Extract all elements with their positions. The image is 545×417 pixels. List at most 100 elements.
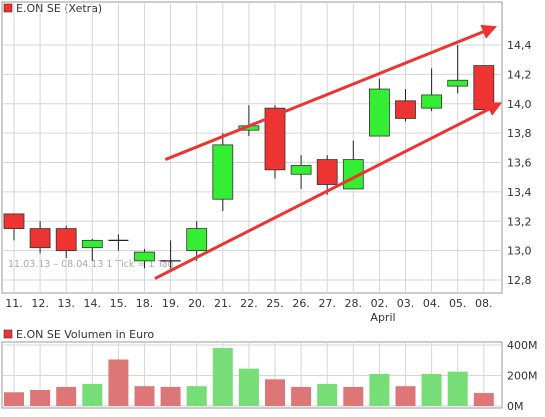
x-tick-label: 22. [240, 297, 258, 310]
volume-bar-up [186, 386, 207, 406]
candle-body-up [81, 239, 103, 249]
candle [29, 221, 51, 254]
candle [212, 133, 234, 211]
candle [290, 155, 312, 189]
x-tick-label: 26. [292, 297, 310, 310]
candle [395, 89, 416, 122]
volume-bar-series [4, 348, 494, 406]
volume-legend-swatch [3, 329, 13, 339]
candle-body-down [264, 107, 286, 171]
candle [134, 249, 155, 269]
volume-bar-up [238, 368, 259, 406]
x-tick-label: 11. [5, 297, 23, 310]
volume-bar-down [265, 379, 285, 406]
volume-y-tick-label: 200M [507, 370, 538, 383]
candle [447, 45, 469, 94]
x-tick-label: 04. [423, 297, 441, 310]
price-chart-title: E.ON SE (Xetra) [16, 2, 102, 15]
volume-bar-up [82, 383, 103, 406]
volume-bar-down [160, 386, 181, 406]
trend-arrow [164, 24, 498, 161]
volume-bar-down [108, 359, 129, 406]
candle [421, 68, 443, 112]
volume-bar-down [473, 393, 494, 406]
price-chart-subtitle: 11.03.13 – 08.04.13 1 Tick = 1 Tag [8, 259, 174, 270]
x-tick-label: 25. [266, 297, 284, 310]
candle [264, 105, 286, 179]
candle [473, 65, 495, 111]
candle-body-up [447, 79, 469, 87]
x-tick-label: 02. [371, 297, 389, 310]
candle [186, 221, 208, 261]
trend-arrow [154, 102, 503, 280]
candle-body-down [29, 228, 51, 249]
x-tick-label: 27. [318, 297, 336, 310]
x-tick-label: 18. [136, 297, 154, 310]
volume-panel: E.ON SE Volumen in Euro 0M 200M 400M [1, 328, 538, 413]
candle [160, 240, 181, 269]
x-tick-label: 12. [31, 297, 49, 310]
candle [108, 234, 129, 251]
candle-body-up [421, 94, 443, 109]
price-y-axis: 12,8 13,0 13,2 13,4 13,6 13,8 14,0 14,2 14,4 [507, 39, 532, 287]
price-y-tick-label: 14,0 [507, 98, 532, 111]
x-tick-label: 15. [110, 297, 128, 310]
price-panel-frame [1, 1, 503, 294]
price-y-tick-label: 13,4 [507, 186, 532, 199]
volume-bar-down [291, 386, 312, 406]
volume-y-tick-label: 400M [507, 339, 538, 352]
x-tick-label: 28. [345, 297, 363, 310]
volume-legend: E.ON SE Volumen in Euro [3, 328, 154, 341]
volume-bar-down [395, 386, 416, 406]
x-tick-label: 19. [162, 297, 180, 310]
price-y-tick-label: 13,8 [507, 127, 532, 140]
price-y-tick-label: 14,4 [507, 39, 532, 52]
candle-body-up [134, 251, 155, 262]
x-tick-label: 14. [84, 297, 102, 310]
x-tick-label: 20. [188, 297, 206, 310]
candle [81, 238, 103, 261]
volume-bar-down [343, 386, 364, 406]
candlestick-series [3, 45, 495, 269]
volume-chart-title: E.ON SE Volumen in Euro [16, 328, 154, 341]
price-y-tick-label: 12,8 [507, 274, 532, 287]
price-y-tick-label: 13,2 [507, 215, 532, 228]
volume-bar-up [447, 371, 468, 406]
volume-bar-up [317, 383, 338, 406]
price-legend-swatch [3, 3, 13, 13]
x-tick-label: 03. [397, 297, 415, 310]
candle [3, 213, 25, 241]
candle-body-down [395, 100, 416, 119]
candle-body-up [368, 88, 390, 137]
x-tick-label: 05. [449, 297, 467, 310]
x-tick-label: 21. [214, 297, 232, 310]
x-tick-label: 13. [57, 297, 75, 310]
month-label: April [370, 311, 395, 324]
volume-bar-up [369, 373, 390, 406]
price-panel: E.ON SE (Xetra) 11.03.13 – 08.04.13 1 Ti… [1, 1, 532, 294]
candle [368, 78, 390, 137]
candle-body-up [186, 228, 208, 252]
trend-lines [154, 24, 503, 280]
volume-bar-up [421, 373, 442, 406]
candle-body-up [212, 144, 234, 200]
volume-y-axis: 0M 200M 400M [507, 339, 538, 413]
candle-body-down [473, 65, 495, 111]
volume-bar-down [56, 386, 77, 406]
volume-y-tick-label: 0M [507, 400, 524, 413]
candle-body-down [316, 159, 338, 185]
price-y-tick-label: 13,6 [507, 157, 532, 170]
candle-body-up [290, 165, 312, 175]
candle [316, 155, 338, 195]
candle-body-down [3, 213, 25, 229]
candle [55, 225, 77, 258]
price-y-tick-label: 13,0 [507, 245, 532, 258]
volume-bar-down [134, 386, 155, 406]
volume-bar-up [212, 348, 233, 406]
candle-body-down [55, 228, 77, 252]
price-y-tick-label: 14,2 [507, 68, 532, 81]
price-legend: E.ON SE (Xetra) [3, 2, 102, 15]
x-axis: 11. 12. 13. 14. 15. 18. 19. 20. 21. 22. 25. 26. 27. 2… [5, 297, 492, 310]
